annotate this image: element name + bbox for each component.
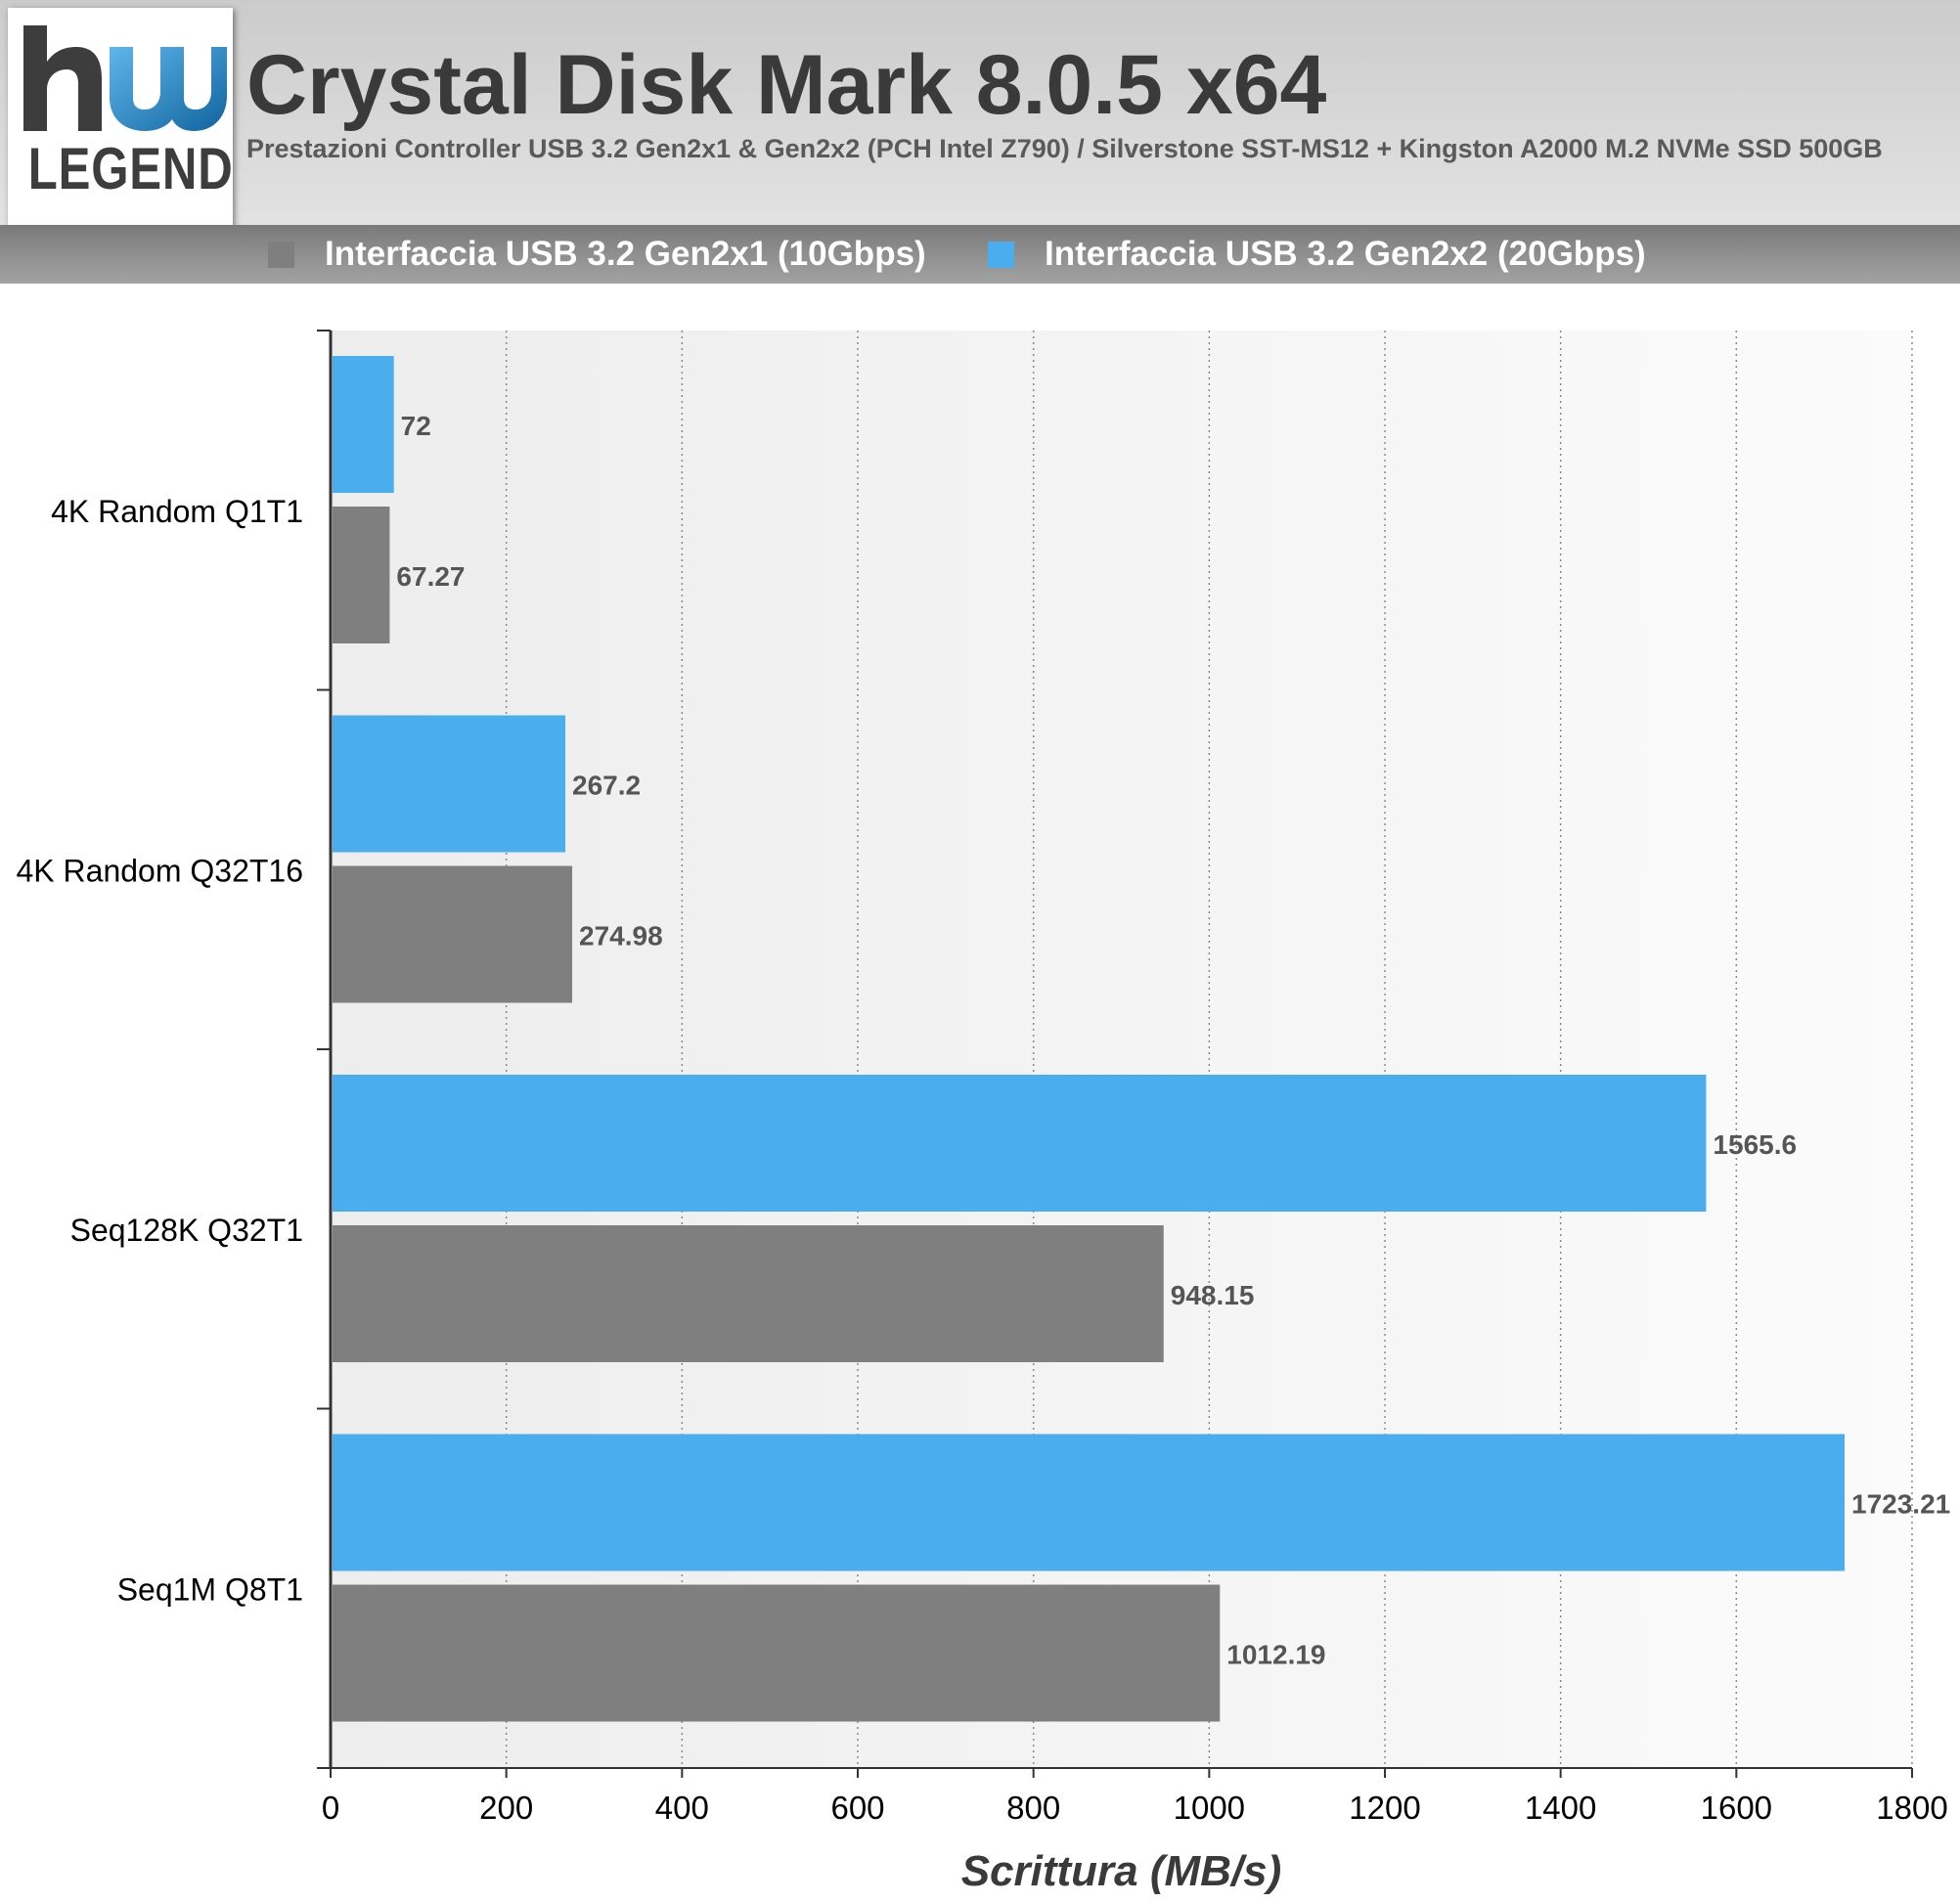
y-category-label: 4K Random Q32T16 bbox=[17, 853, 304, 888]
hw-logo-icon bbox=[23, 25, 227, 131]
y-category-label: 4K Random Q1T1 bbox=[51, 494, 303, 529]
data-label: 274.98 bbox=[579, 921, 663, 951]
x-tick-label: 400 bbox=[655, 1790, 709, 1826]
legend-label-gen2x2: Interfaccia USB 3.2 Gen2x2 (20Gbps) bbox=[1045, 235, 1646, 273]
x-tick-label: 0 bbox=[322, 1790, 339, 1826]
bar-gen2x2 bbox=[333, 1434, 1846, 1571]
bar-gen2x2 bbox=[333, 1075, 1707, 1212]
y-category-label: Seq1M Q8T1 bbox=[117, 1571, 303, 1607]
hwlegend-logo: LEGEND bbox=[8, 8, 233, 229]
data-label: 1565.6 bbox=[1713, 1129, 1797, 1160]
legend-label-gen2x1: Interfaccia USB 3.2 Gen2x1 (10Gbps) bbox=[325, 235, 926, 273]
chart-header: LEGEND Crystal Disk Mark 8.0.5 x64 Prest… bbox=[0, 0, 1960, 229]
x-tick-label: 200 bbox=[479, 1790, 533, 1826]
bar-gen2x1 bbox=[333, 507, 390, 643]
bar-gen2x1 bbox=[333, 1225, 1164, 1362]
logo-text: LEGEND bbox=[27, 136, 234, 201]
data-label: 267.2 bbox=[572, 771, 641, 801]
x-tick-label: 1800 bbox=[1876, 1790, 1947, 1826]
bar-chart: 0 200 400 600 800 1000 1200 1400 1600 1800 4K Rand… bbox=[17, 330, 1950, 1895]
data-label: 1012.19 bbox=[1226, 1640, 1325, 1670]
x-tick-label: 800 bbox=[1006, 1790, 1060, 1826]
data-label: 1723.21 bbox=[1851, 1489, 1950, 1520]
legend-item-gen2x2: Interfaccia USB 3.2 Gen2x2 (20Gbps) bbox=[988, 225, 1646, 284]
chart-title: Crystal Disk Mark 8.0.5 x64 bbox=[246, 38, 1327, 132]
legend: Interfaccia USB 3.2 Gen2x1 (10Gbps) Inte… bbox=[0, 225, 1960, 284]
x-tick-label: 1400 bbox=[1525, 1790, 1596, 1826]
bar-gen2x1 bbox=[333, 1584, 1221, 1722]
legend-swatch-gen2x2 bbox=[988, 241, 1014, 268]
bar-gen2x2 bbox=[333, 356, 394, 493]
chart-subtitle: Prestazioni Controller USB 3.2 Gen2x1 & … bbox=[246, 134, 1883, 163]
bar-gen2x2 bbox=[333, 715, 566, 853]
x-tick-label: 1000 bbox=[1174, 1790, 1245, 1826]
y-category-label: Seq128K Q32T1 bbox=[70, 1213, 303, 1248]
x-axis-title: Scrittura (MB/s) bbox=[961, 1847, 1282, 1895]
bar-gen2x1 bbox=[333, 865, 573, 1003]
data-label: 67.27 bbox=[396, 561, 465, 592]
data-label: 948.15 bbox=[1171, 1280, 1255, 1310]
legend-item-gen2x1: Interfaccia USB 3.2 Gen2x1 (10Gbps) bbox=[268, 225, 926, 284]
x-tick-label: 1200 bbox=[1349, 1790, 1420, 1826]
legend-swatch-gen2x1 bbox=[268, 241, 294, 268]
x-tick-label: 1600 bbox=[1701, 1790, 1772, 1826]
data-label: 72 bbox=[401, 411, 431, 441]
x-tick-label: 600 bbox=[830, 1790, 884, 1826]
